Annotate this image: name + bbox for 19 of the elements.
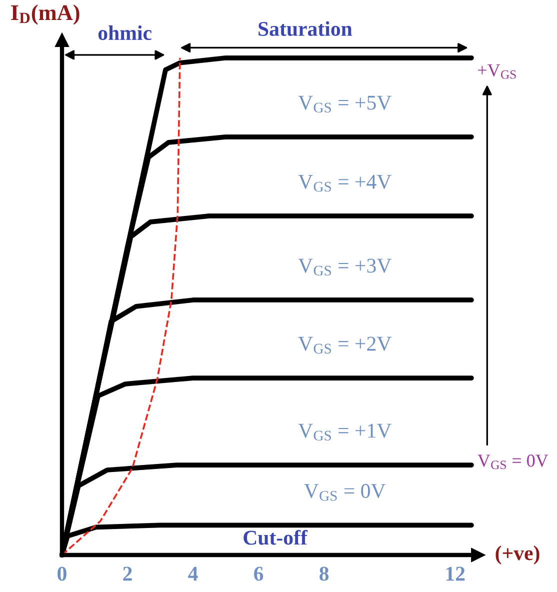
x-tick-label: 8: [320, 566, 329, 581]
series-label: V$_{GS}$ = +4V: [298, 174, 392, 192]
y-axis-title: I$_{D}$(mA): [11, 4, 80, 25]
series-label: V$_{GS}$ = 0V: [304, 484, 386, 501]
x-tick-label: 12: [446, 566, 465, 581]
annotation: Cut-off: [244, 530, 308, 545]
series-label: V$_{GS}$ = +5V: [298, 96, 392, 113]
text: (+ve): [496, 546, 540, 564]
text: ohmic: [98, 25, 152, 40]
x-tick-label: 6: [254, 566, 264, 581]
x-tick-label: 4: [188, 566, 198, 581]
series-label: V$_{GS}$ = +1V: [298, 424, 392, 441]
annotation: V$_{GS}$ = 0V: [478, 454, 548, 470]
series-label: V$_{GS}$ = +2V: [298, 336, 392, 354]
x-tick-label: 2: [123, 566, 132, 581]
series-label: V$_{GS}$ = +3V: [298, 258, 392, 276]
x-tick-label: 0: [58, 566, 66, 581]
annotation: +V$_{GS}$: [478, 64, 516, 79]
text: Saturation: [258, 21, 352, 36]
